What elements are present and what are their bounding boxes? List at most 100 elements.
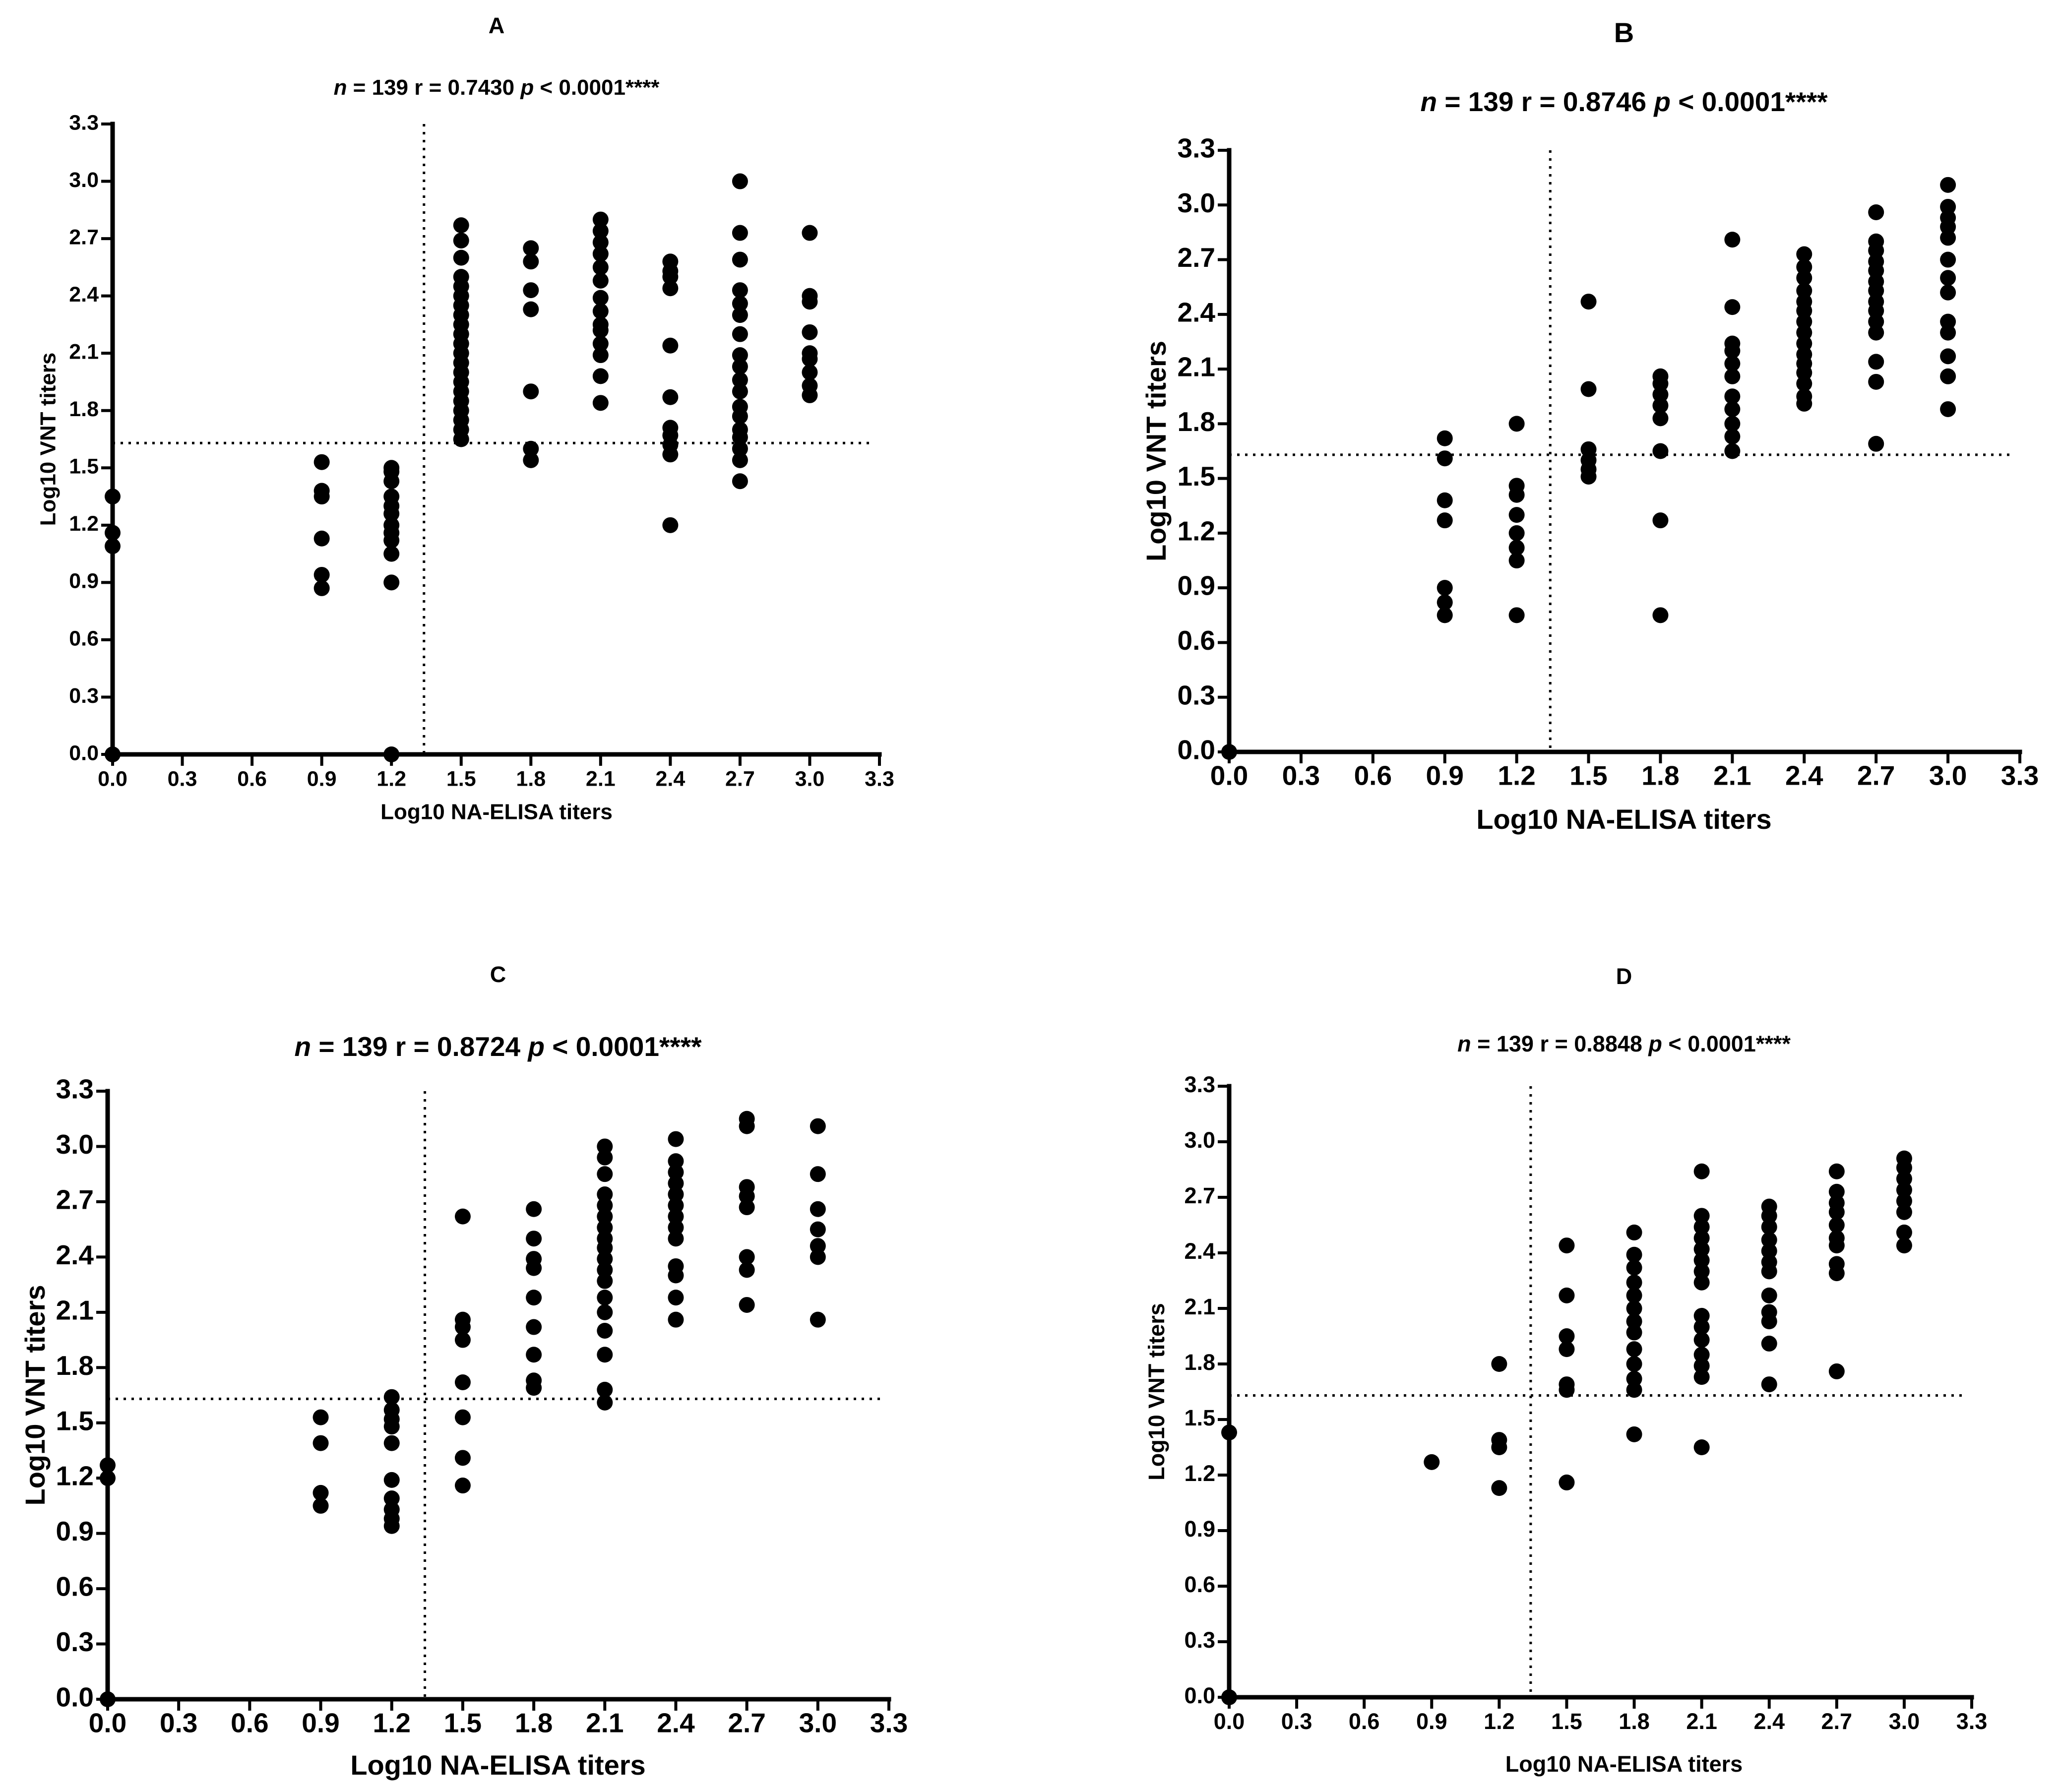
panel-b-x-tick-label: 2.1 (1713, 760, 1751, 791)
panel-b-x-axis-title: Log10 NA-ELISA titers (1476, 803, 1771, 835)
panel-c-y-tick-label: 2.7 (56, 1184, 94, 1215)
panel-d-data-point (1761, 1219, 1777, 1235)
panel-c-data-point (668, 1153, 684, 1170)
panel-b-data-point (1868, 294, 1884, 310)
panel-d-data-point (1626, 1313, 1642, 1330)
panel-b-data-point (1796, 313, 1812, 330)
panel-c-y-tick-label: 1.2 (56, 1461, 94, 1491)
panel-d-x-tick-label: 0.0 (1214, 1709, 1245, 1734)
panel-c-data-point (597, 1197, 613, 1214)
panel-a-data-point (453, 217, 469, 234)
panel-b-data-point (1437, 430, 1453, 446)
panel-b-data-point (1508, 540, 1525, 556)
panel-c-data-point (739, 1262, 755, 1278)
panel-b-x-tick-label: 3.0 (1929, 760, 1967, 791)
panel-c-data-point (597, 1231, 613, 1247)
panel-a-data-point (592, 335, 609, 352)
panel-d-stats-part-0: n (1457, 1031, 1471, 1056)
panel-b-data-point (1796, 270, 1812, 286)
panel-b-data-point (1580, 381, 1597, 397)
panel-d-data-point (1626, 1324, 1642, 1341)
panel-b-data-point (1652, 443, 1669, 459)
panel-d-data-point (1626, 1287, 1642, 1303)
panel-a-data-point (802, 225, 818, 241)
panel-a-stats-part-3: < 0.0001**** (534, 75, 660, 100)
panel-a-data-point (592, 303, 609, 319)
panel-b-x-tick-label: 1.5 (1569, 760, 1607, 791)
panel-d-data-point (1761, 1376, 1777, 1393)
panel-b-x-tick-label: 1.2 (1498, 760, 1535, 791)
panel-d-y-tick-label: 2.1 (1184, 1294, 1215, 1319)
panel-d-data-point (1828, 1363, 1845, 1379)
panel-a-y-tick-label: 2.1 (69, 340, 99, 364)
panel-d-y-tick-label: 3.3 (1184, 1072, 1215, 1097)
panel-a-stats-part-1: = 139 r = 0.7430 (347, 75, 520, 100)
panel-a-y-tick-label: 0.0 (69, 741, 99, 765)
panel-c-x-tick-label: 1.5 (444, 1708, 482, 1738)
panel-c-data-point (312, 1435, 329, 1451)
panel-d-data-point (1693, 1307, 1710, 1324)
panel-d-x-tick-label: 1.5 (1551, 1709, 1582, 1734)
panel-a-data-point (802, 364, 818, 380)
panel-c-x-tick-label: 0.0 (89, 1708, 126, 1738)
panel-c-data-point (810, 1201, 826, 1217)
panel-c-data-point (454, 1208, 471, 1225)
panel-d-data-point (1828, 1256, 1845, 1272)
panel-a-y-tick-label: 0.9 (69, 569, 99, 593)
panel-b-data-point (1437, 512, 1453, 529)
panel-d-data-point (1761, 1304, 1777, 1320)
panel-c-data-point (454, 1478, 471, 1494)
panel-c-data-point (383, 1435, 400, 1451)
panel-c-data-point (597, 1251, 613, 1267)
panel-c-y-tick-label: 2.4 (56, 1239, 94, 1270)
panel-a-x-tick-label: 0.6 (237, 767, 267, 791)
panel-b-data-point (1221, 744, 1237, 760)
panel-c-stats-part-2: p (527, 1031, 545, 1062)
panel-a-data-point (592, 395, 609, 411)
panel-a-data-point (313, 483, 330, 499)
panel-b-data-point (1940, 251, 1956, 268)
panel-a-data-point (662, 420, 679, 436)
panel-a-data-point (592, 259, 609, 275)
panel-a-data-point (523, 282, 539, 299)
panel-b-data-point (1652, 607, 1669, 623)
panel-c-data-point (597, 1138, 613, 1155)
panel-d-data-point (1896, 1237, 1912, 1254)
panel-b-y-tick-label: 1.8 (1178, 406, 1215, 437)
panel-c-data-point (526, 1231, 542, 1247)
panel-d-y-tick-label: 1.2 (1184, 1461, 1215, 1486)
panel-b-stats-part-2: p (1653, 86, 1671, 117)
panel-c-y-tick-label: 1.5 (56, 1405, 94, 1436)
panel-b-data-point (1940, 368, 1956, 384)
panel-b-data-point (1796, 375, 1812, 392)
panel-d-data-point (1828, 1183, 1845, 1200)
panel-c-data-point (526, 1347, 542, 1363)
panel-b-data-point (1868, 204, 1884, 220)
panel-d-data-point (1896, 1193, 1912, 1209)
panel-d-data-point (1693, 1219, 1710, 1235)
panel-b-data-point (1868, 354, 1884, 370)
panel-c-y-tick-label: 2.1 (56, 1295, 94, 1325)
panel-d-data-point (1761, 1198, 1777, 1215)
panel-b-x-tick-label: 0.0 (1210, 760, 1248, 791)
panel-d-x-tick-label: 1.8 (1619, 1709, 1650, 1734)
panel-a-data-point (732, 473, 748, 490)
panel-b-y-tick-label: 2.7 (1178, 242, 1215, 273)
panel-d-data-point (1896, 1204, 1912, 1220)
panel-c-data-point (739, 1249, 755, 1265)
panel-b-x-tick-label: 1.8 (1641, 760, 1679, 791)
panel-c-data-point (100, 1470, 116, 1486)
panel-b-data-point (1796, 294, 1812, 310)
panel-d-data-point (1693, 1208, 1710, 1224)
panel-b-x-tick-label: 2.4 (1785, 760, 1823, 791)
panel-c-x-tick-label: 2.7 (728, 1708, 765, 1738)
panel-b-data-point (1724, 401, 1741, 417)
panel-c-data-point (454, 1409, 471, 1425)
panel-a-data-point (662, 280, 679, 297)
panel-b-data-point (1508, 507, 1525, 523)
panel-c-x-tick-label: 1.8 (515, 1708, 553, 1738)
panel-a-y-tick-label: 0.3 (69, 684, 99, 708)
panel-c-letter: C (490, 962, 506, 987)
panel-b-data-point (1796, 259, 1812, 275)
panel-a-data-point (802, 345, 818, 362)
